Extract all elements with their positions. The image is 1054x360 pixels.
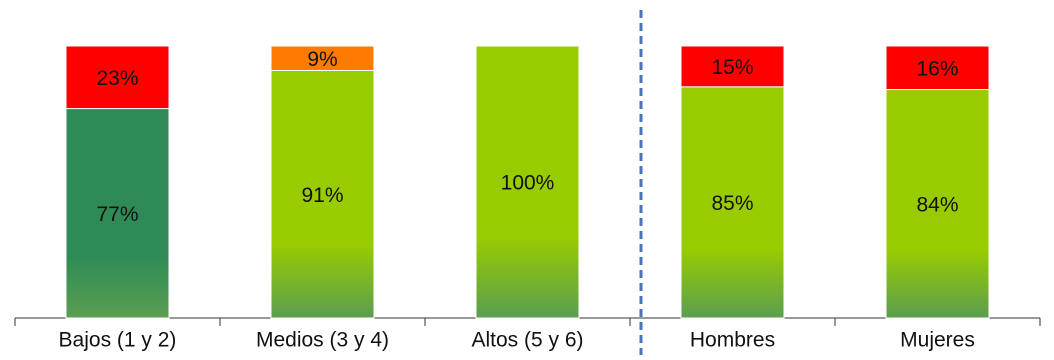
data-label: 23% — [96, 67, 138, 90]
data-label: 15% — [711, 56, 753, 79]
bar-segment — [65, 108, 170, 319]
bar-segment — [885, 45, 990, 91]
data-label: 77% — [96, 203, 138, 226]
data-label: 16% — [916, 57, 958, 80]
x-tick-label: Medios (3 y 4) — [256, 329, 389, 352]
data-label: 84% — [916, 193, 958, 216]
bar-segment — [475, 45, 580, 319]
bar-segment — [270, 45, 375, 71]
bar-segment — [65, 45, 170, 110]
bar-segment — [270, 69, 375, 319]
x-tick-label: Altos (5 y 6) — [471, 329, 583, 352]
data-label: 85% — [711, 192, 753, 215]
x-tick-label: Mujeres — [900, 329, 975, 352]
data-label: 100% — [501, 172, 555, 195]
bar-segment — [885, 89, 990, 319]
bar-segment — [680, 45, 785, 88]
bar-segment — [680, 86, 785, 319]
data-label: 91% — [301, 184, 343, 207]
data-label: 9% — [307, 48, 337, 71]
x-tick-label: Bajos (1 y 2) — [59, 329, 177, 352]
x-tick-label: Hombres — [690, 329, 775, 352]
